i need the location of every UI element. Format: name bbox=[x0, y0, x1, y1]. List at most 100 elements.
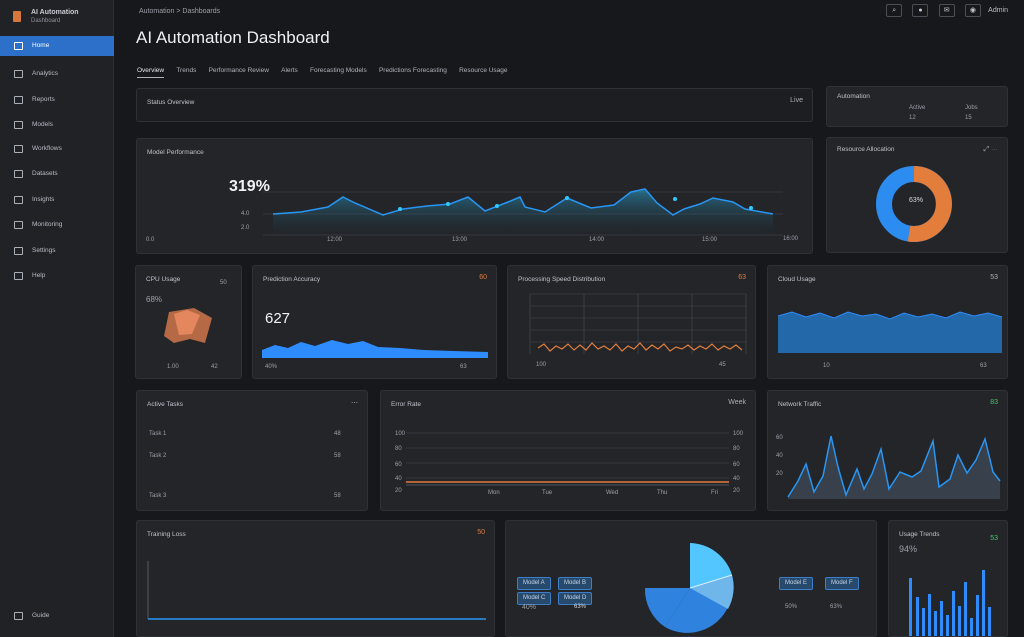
performance-value: 319% bbox=[229, 178, 270, 195]
error-x-tick: Tue bbox=[542, 490, 553, 496]
error-rate-actions[interactable]: Week bbox=[728, 399, 746, 406]
sidebar-item-reports[interactable]: Reports bbox=[0, 90, 114, 110]
resource-actions[interactable]: ⤢ ⋯ bbox=[983, 146, 998, 153]
tab-overview[interactable]: Overview bbox=[137, 67, 165, 78]
sidebar-item-workflows[interactable]: Workflows bbox=[0, 139, 114, 159]
performance-left-tick: 0.0 bbox=[146, 237, 155, 243]
accuracy-foot-right: 63 bbox=[460, 364, 467, 370]
sidebar-item-home[interactable]: Home bbox=[0, 36, 114, 56]
sidebar-item-label: Models bbox=[32, 121, 53, 128]
top-bar: Automation > Dashboards AI Automation Da… bbox=[114, 0, 1024, 78]
model-pie-chart bbox=[644, 543, 734, 633]
tab-resource-usage[interactable]: Resource Usage bbox=[459, 67, 508, 74]
performance-x-tick: 13:00 bbox=[452, 237, 468, 243]
cpu-usage-badge: 50 bbox=[220, 280, 227, 286]
sidebar-item-settings[interactable]: Settings bbox=[0, 241, 114, 261]
processing-speed-badge[interactable]: 63 bbox=[738, 274, 746, 281]
brand-subtitle: Dashboard bbox=[31, 18, 61, 24]
error-rate-title: Error Rate bbox=[391, 401, 421, 408]
network-traffic-badge[interactable]: 83 bbox=[990, 399, 998, 406]
model-value: 40% bbox=[522, 604, 537, 611]
usage-trends-badge[interactable]: 53 bbox=[990, 535, 998, 542]
error-left-tick: 40 bbox=[395, 476, 402, 482]
active-tasks-actions[interactable]: ⋯ bbox=[351, 400, 358, 407]
notification-icon[interactable]: ● bbox=[912, 4, 929, 17]
cloud-foot-right: 63 bbox=[980, 363, 987, 369]
model-chip[interactable]: Model F bbox=[825, 577, 859, 590]
model-chip[interactable]: Model A bbox=[517, 577, 551, 590]
home-icon bbox=[14, 42, 23, 50]
active-tasks-title: Active Tasks bbox=[147, 401, 184, 408]
tab-performance-review[interactable]: Performance Review bbox=[208, 67, 269, 74]
cpu-foot-left: 1.00 bbox=[167, 364, 179, 370]
model-value: 50% bbox=[785, 604, 798, 610]
sidebar-item-datasets[interactable]: Datasets bbox=[0, 164, 114, 184]
guide-icon bbox=[14, 612, 23, 620]
cpu-usage-title: CPU Usage bbox=[146, 276, 181, 283]
error-rate-card: Error Rate Week 100 80 60 40 20 100 80 6… bbox=[380, 390, 756, 511]
sidebar-item-guide[interactable]: Guide bbox=[0, 606, 114, 626]
sidebar: AI Automation Dashboard Home Analytics R… bbox=[0, 0, 114, 637]
cloud-foot-left: 10 bbox=[823, 363, 830, 369]
sidebar-item-models[interactable]: Models bbox=[0, 115, 114, 135]
model-value: 63% bbox=[574, 604, 587, 610]
automation-stat-card: Automation Active Jobs 12 15 bbox=[826, 86, 1008, 127]
monitor-icon bbox=[14, 221, 23, 229]
sidebar-item-help[interactable]: Help bbox=[0, 266, 114, 286]
error-right-tick: 100 bbox=[733, 431, 744, 437]
search-icon[interactable]: ⌕ bbox=[886, 4, 903, 17]
model-chip[interactable]: Model B bbox=[558, 577, 593, 590]
performance-y-tick: 2.0 bbox=[241, 225, 250, 231]
cloud-usage-badge[interactable]: 53 bbox=[990, 274, 998, 281]
breadcrumb[interactable]: Automation > Dashboards bbox=[139, 8, 221, 15]
performance-x-tick: 15:00 bbox=[702, 237, 718, 243]
sidebar-item-label: Settings bbox=[32, 247, 56, 254]
active-tasks-card: Active Tasks ⋯ Task 1 48 Task 2 58 Task 3 5… bbox=[136, 390, 368, 511]
sidebar-item-label: Analytics bbox=[32, 70, 59, 77]
profile-icon[interactable]: ◉ bbox=[964, 4, 981, 17]
accuracy-badge[interactable]: 60 bbox=[479, 274, 487, 281]
brand-name: AI Automation bbox=[31, 9, 79, 16]
resource-title: Resource Allocation bbox=[837, 146, 895, 153]
performance-y-tick: 4.0 bbox=[241, 211, 250, 217]
processing-foot-right: 45 bbox=[719, 362, 726, 368]
status-strip-actions[interactable]: Live bbox=[790, 97, 803, 104]
model-chip[interactable]: Model D bbox=[558, 592, 593, 605]
model-chip[interactable]: Model E bbox=[779, 577, 814, 590]
network-traffic-title: Network Traffic bbox=[778, 401, 822, 408]
message-icon[interactable]: ✉ bbox=[938, 4, 955, 17]
model-chip[interactable]: Model C bbox=[517, 592, 552, 605]
tab-predictions-forecasting[interactable]: Predictions Forecasting bbox=[378, 67, 447, 74]
models-icon bbox=[14, 121, 23, 129]
training-loss-badge[interactable]: 50 bbox=[477, 529, 485, 536]
active-value: 12 bbox=[909, 115, 916, 121]
sidebar-item-analytics[interactable]: Analytics bbox=[0, 64, 114, 84]
performance-x-tick: 12:00 bbox=[327, 237, 343, 243]
sidebar-item-label: Reports bbox=[32, 96, 55, 103]
task-value: 58 bbox=[334, 493, 341, 499]
error-x-tick: Wed bbox=[606, 490, 619, 496]
error-right-tick: 80 bbox=[733, 446, 740, 452]
cpu-usage-shape bbox=[164, 308, 212, 343]
accuracy-area-chart bbox=[262, 340, 488, 358]
accuracy-value: 627 bbox=[265, 310, 291, 327]
tab-bar: Overview Trends Performance Review Alert… bbox=[137, 65, 518, 78]
error-x-tick: Fri bbox=[711, 490, 718, 496]
usage-trends-title: Usage Trends bbox=[899, 531, 940, 538]
user-name[interactable]: Admin bbox=[988, 7, 1008, 14]
accuracy-foot-left: 40% bbox=[265, 364, 278, 370]
network-y-tick: 60 bbox=[776, 435, 783, 441]
sidebar-item-monitoring[interactable]: Monitoring bbox=[0, 215, 114, 235]
error-x-tick: Mon bbox=[488, 490, 500, 496]
analytics-icon bbox=[14, 70, 23, 78]
donut-center-label: 63% bbox=[909, 197, 924, 204]
cpu-foot-right: 42 bbox=[211, 364, 218, 370]
task-name: Task 2 bbox=[149, 453, 167, 459]
tab-alerts[interactable]: Alerts bbox=[281, 67, 298, 74]
tab-trends[interactable]: Trends bbox=[176, 67, 197, 74]
brand-logo-icon bbox=[13, 11, 21, 22]
reports-icon bbox=[14, 96, 23, 104]
tab-forecasting-models[interactable]: Forecasting Models bbox=[309, 67, 367, 74]
accuracy-card: Prediction Accuracy 60 627 40% 63 bbox=[252, 265, 497, 379]
sidebar-item-insights[interactable]: Insights bbox=[0, 190, 114, 210]
